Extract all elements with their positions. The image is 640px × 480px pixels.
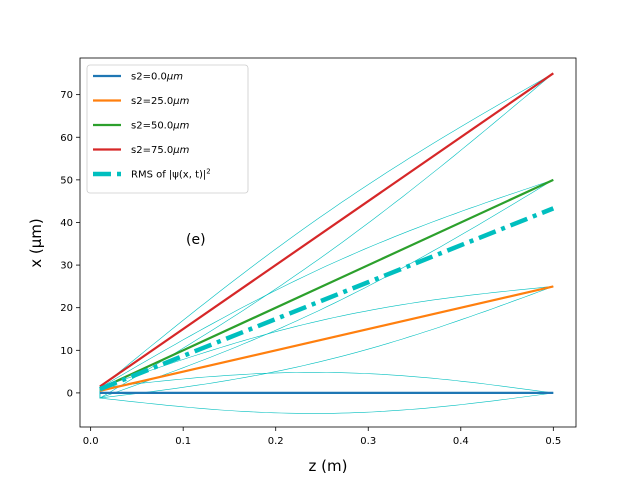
x-tick-label: 0.3	[360, 436, 376, 447]
legend-label-3: s2=75.0μm	[131, 145, 190, 156]
panel-annotation: (e)	[186, 232, 206, 248]
x-tick-label: 0.2	[268, 436, 284, 447]
x-axis-ticks: 0.0 0.1 0.2 0.3 0.4 0.5	[83, 427, 561, 447]
y-tick-label: 50	[60, 175, 73, 186]
x-tick-label: 0.4	[453, 436, 469, 447]
legend-label-4: RMS of |ψ(x, t)|2	[131, 168, 211, 181]
x-axis-label: z (m)	[309, 457, 348, 475]
y-tick-label: 20	[60, 303, 73, 314]
y-tick-label: 40	[60, 218, 73, 229]
series-line-4	[99, 206, 555, 392]
series-line-1	[99, 285, 554, 392]
legend-label-1: s2=25.0μm	[131, 96, 190, 107]
y-tick-label: 0	[67, 388, 73, 399]
series-line-2	[99, 178, 554, 390]
series-lines	[99, 72, 555, 394]
y-tick-label: 30	[60, 261, 73, 272]
y-axis-ticks: 0 10 20 30 40 50 60 70	[60, 90, 80, 399]
y-tick-label: 60	[60, 133, 73, 144]
y-tick-label: 70	[60, 90, 73, 101]
x-tick-label: 0.5	[545, 436, 561, 447]
y-tick-label: 10	[60, 346, 73, 357]
legend-box	[86, 64, 249, 194]
axes-frame	[79, 57, 577, 428]
legend: s2=0.0μm s2=25.0μm s2=50.0μm s2=75.0μm RMS o…	[86, 64, 249, 194]
legend-label-0: s2=0.0μm	[131, 72, 183, 83]
x-tick-label: 0.0	[83, 436, 99, 447]
series-line-3	[99, 72, 554, 388]
x-tick-label: 0.1	[175, 436, 191, 447]
y-axis-label: x (μm)	[27, 218, 45, 268]
legend-label-2: s2=50.0μm	[131, 121, 190, 132]
